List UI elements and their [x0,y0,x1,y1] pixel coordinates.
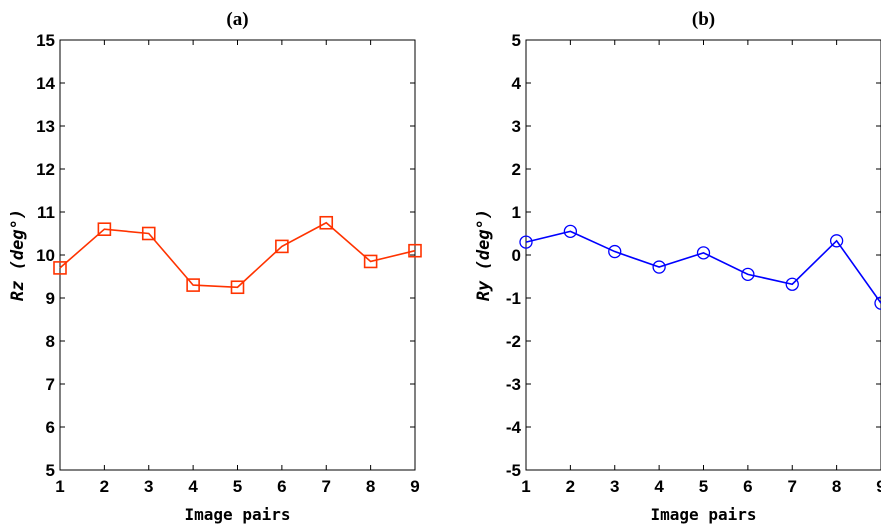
x-tick-label: 7 [788,477,797,496]
y-tick-label: -4 [506,418,522,437]
data-point-marker [97,222,112,236]
x-tick-label: 9 [410,477,419,496]
y-tick-label: 7 [46,375,55,394]
y-tick-label: 11 [37,203,55,222]
x-tick-label: 7 [322,477,331,496]
data-point-marker [408,243,422,258]
y-axis-label: Rz (deg°) [8,209,28,301]
y-tick-label: 0 [512,246,521,265]
y-tick-label: -1 [506,289,521,308]
y-tick-label: 12 [36,160,55,179]
data-point-marker [741,267,755,282]
y-tick-label: -2 [506,332,521,351]
data-point-marker [785,277,799,291]
x-tick-label: 8 [832,477,841,496]
y-tick-label: 5 [512,31,521,50]
y-tick-label: 1 [512,203,521,222]
x-tick-label: 3 [144,477,153,496]
data-point-marker [141,226,156,241]
x-tick-label: 6 [277,477,286,496]
y-tick-label: 15 [36,31,55,50]
y-tick-label: -5 [506,461,521,480]
x-tick-label: 2 [100,477,109,496]
y-axis-label: Ry (deg°) [474,209,494,301]
y-tick-label: 5 [46,461,55,480]
y-tick-label: 8 [46,332,55,351]
x-tick-label: 9 [876,477,881,496]
data-point-marker [186,278,200,292]
series-line [525,230,881,304]
y-tick-label: 2 [512,160,521,179]
data-point-marker [363,254,378,269]
x-tick-label: 5 [699,477,708,496]
data-point-marker [874,296,881,310]
data-point-marker [319,215,334,230]
x-tick-label: 3 [610,477,619,496]
plot-frame [59,39,416,471]
data-point-marker [230,280,245,295]
chart-title: (b) [692,9,715,30]
plot-frame [525,39,881,471]
y-tick-label: -3 [506,375,521,394]
x-tick-label: 5 [233,477,242,496]
series-line [59,221,416,289]
data-point-marker [53,261,67,275]
y-tick-label: 9 [46,289,55,308]
y-tick-label: 14 [36,74,55,93]
panel-b: -5 -4 -3 -2 -1 0 1 2 3 4 5 1 2 3 4 5 6 7 8 9 (b) Image pairs R… [474,9,881,524]
data-point-marker [519,235,533,249]
data-point-marker [608,244,622,259]
x-axis-label: Image pairs [185,505,291,524]
x-tick-label: 6 [743,477,752,496]
data-point-marker [696,246,711,260]
x-tick-label: 2 [566,477,575,496]
y-tick-label: 13 [36,117,55,136]
y-tick-label: 6 [46,418,55,437]
data-point-marker [563,224,578,239]
data-point-marker [829,234,844,248]
x-tick-label: 8 [366,477,375,496]
data-point-marker [275,239,289,254]
y-tick-label: 10 [36,246,55,265]
x-tick-label: 4 [654,477,664,496]
chart-title: (a) [226,9,248,30]
y-tick-label: 3 [512,117,521,136]
x-tick-label: 4 [188,477,198,496]
x-axis-label: Image pairs [651,505,757,524]
x-tick-label: 1 [521,477,530,496]
data-point-marker [652,260,666,274]
y-tick-label: 4 [512,74,522,93]
x-tick-label: 1 [55,477,64,496]
